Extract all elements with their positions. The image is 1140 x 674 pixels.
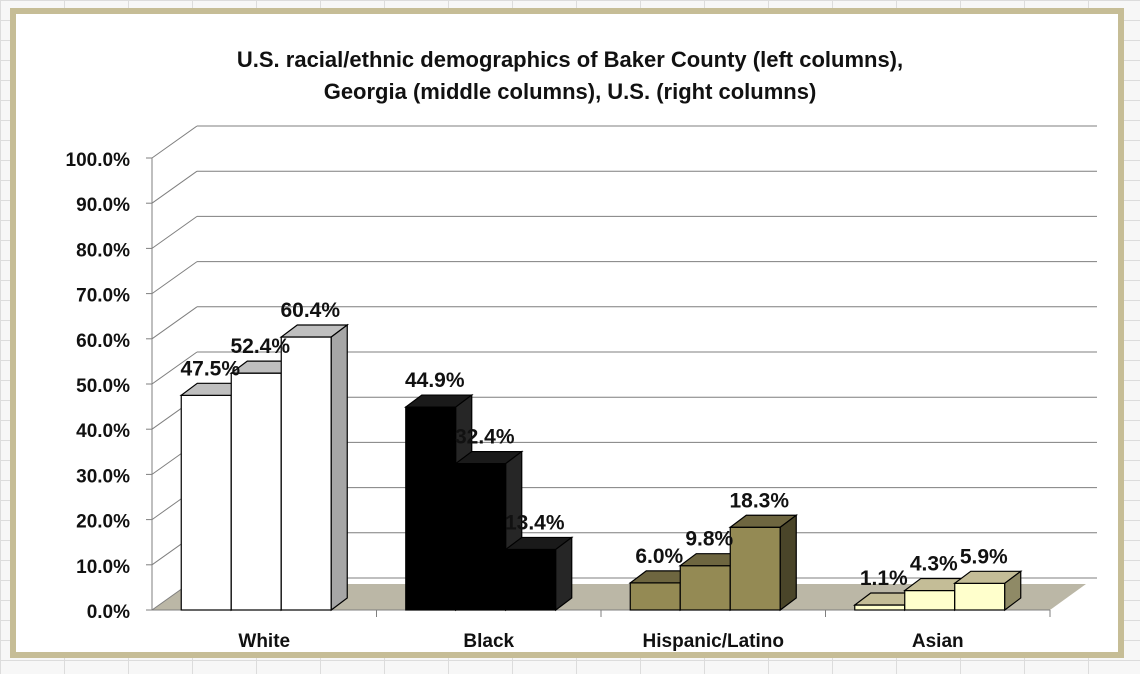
data-label: 52.4%: [230, 335, 290, 358]
bar: [230, 372, 282, 611]
bar: [405, 406, 457, 611]
gridline-side: [151, 261, 198, 295]
data-label: 47.5%: [180, 357, 240, 380]
gridline-side: [151, 170, 198, 204]
data-label: 32.4%: [455, 426, 515, 449]
y-tick-label: 10.0%: [76, 557, 130, 578]
y-tick-label: 90.0%: [76, 195, 130, 216]
bar-side: [779, 514, 797, 612]
bar-side: [555, 536, 573, 612]
bar: [954, 582, 1006, 611]
data-label: 6.0%: [635, 545, 683, 568]
data-label: 60.4%: [280, 299, 340, 322]
y-tick-label: 40.0%: [76, 421, 130, 442]
bar: [180, 394, 232, 611]
floor: [152, 584, 1086, 610]
chart-title-line-1: U.S. racial/ethnic demographics of Baker…: [236, 47, 904, 72]
y-tick-label: 70.0%: [76, 286, 130, 307]
chart-title-line-2: Georgia (middle columns), U.S. (right co…: [323, 79, 817, 104]
y-tick-label: 30.0%: [76, 466, 130, 487]
x-tick-label: Asian: [912, 631, 964, 652]
bar: [904, 589, 956, 611]
data-label: 1.1%: [860, 567, 908, 590]
bar: [729, 526, 781, 611]
bar: [455, 462, 507, 611]
bar: [679, 565, 731, 611]
data-label: 9.8%: [685, 528, 733, 551]
data-label: 44.9%: [405, 369, 465, 392]
y-tick-label: 0.0%: [87, 602, 130, 623]
x-tick-label: Black: [463, 631, 514, 652]
y-tick-label: 60.0%: [76, 331, 130, 352]
data-label: 4.3%: [910, 553, 958, 576]
data-label: 5.9%: [960, 545, 1008, 568]
y-tick-label: 20.0%: [76, 512, 130, 533]
bar: [854, 604, 906, 611]
gridline-side: [151, 306, 198, 340]
gridline-side: [151, 215, 198, 249]
bar: [280, 336, 332, 611]
y-tick-label: 80.0%: [76, 240, 130, 261]
x-tick-label: White: [238, 631, 290, 652]
y-tick-label: 50.0%: [76, 376, 130, 397]
x-tick-label: Hispanic/Latino: [643, 631, 784, 652]
data-label: 18.3%: [729, 489, 789, 512]
gridline-side: [151, 351, 198, 385]
y-tick-label: 100.0%: [66, 150, 131, 171]
chart-title: U.S. racial/ethnic demographics of Baker…: [0, 44, 1140, 108]
bar-side: [1004, 570, 1022, 612]
gridline-side: [151, 125, 198, 159]
bar: [629, 582, 681, 611]
data-label: 13.4%: [505, 511, 565, 534]
bar: [505, 548, 557, 611]
bar-side: [330, 323, 348, 612]
